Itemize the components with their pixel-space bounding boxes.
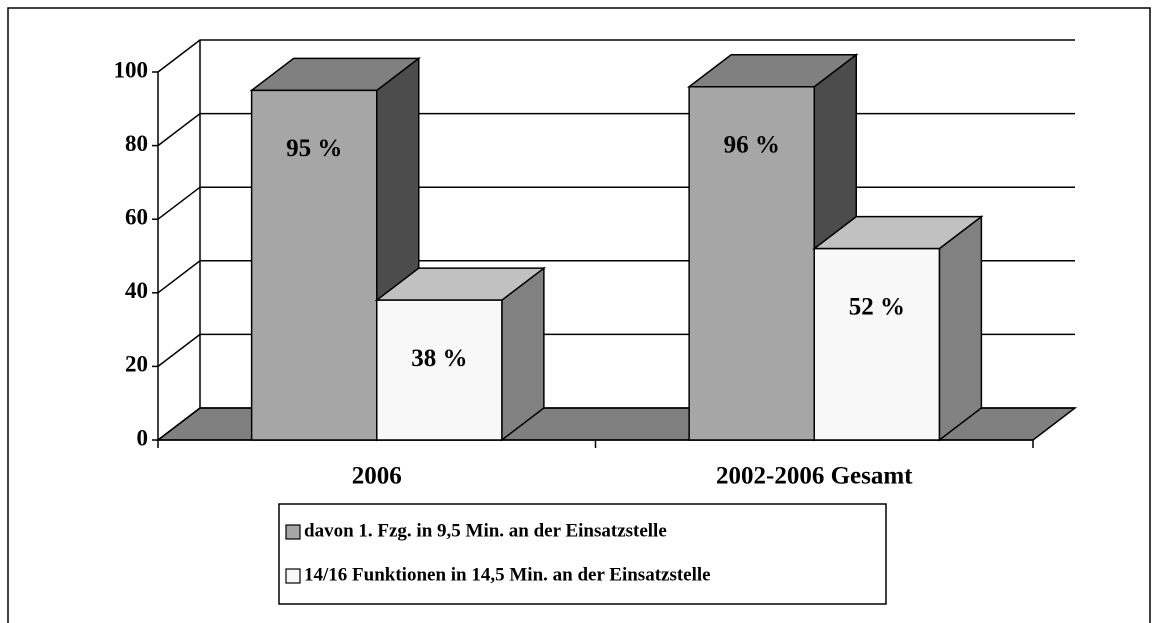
bar-front xyxy=(376,299,503,441)
bar-front xyxy=(250,89,378,441)
bar-front xyxy=(813,247,941,441)
y-tick-label: 60 xyxy=(125,204,148,229)
legend-label: davon 1. Fzg. in 9,5 Min. an der Einsatz… xyxy=(304,520,667,541)
legend-label: 14/16 Funktionen in 14,5 Min. an der Ein… xyxy=(304,564,711,585)
bar xyxy=(812,215,984,442)
value-label: 38 % xyxy=(411,345,467,372)
bar-side xyxy=(938,215,983,442)
y-tick-label: 100 xyxy=(114,57,149,82)
legend-swatch xyxy=(285,524,301,540)
legend-swatch xyxy=(285,568,301,584)
bar-front xyxy=(688,85,815,441)
y-tick-label: 80 xyxy=(125,131,148,156)
y-tick-label: 0 xyxy=(137,425,149,450)
y-tick-label: 20 xyxy=(125,352,148,377)
x-tick-label: 2002-2006 Gesamt xyxy=(716,463,913,490)
value-label: 95 % xyxy=(286,135,342,162)
bar xyxy=(374,266,547,442)
value-label: 96 % xyxy=(724,131,780,158)
value-label: 52 % xyxy=(849,293,905,320)
x-tick-label: 2006 xyxy=(352,463,402,490)
y-tick-label: 40 xyxy=(125,278,148,303)
legend-box xyxy=(278,503,887,605)
